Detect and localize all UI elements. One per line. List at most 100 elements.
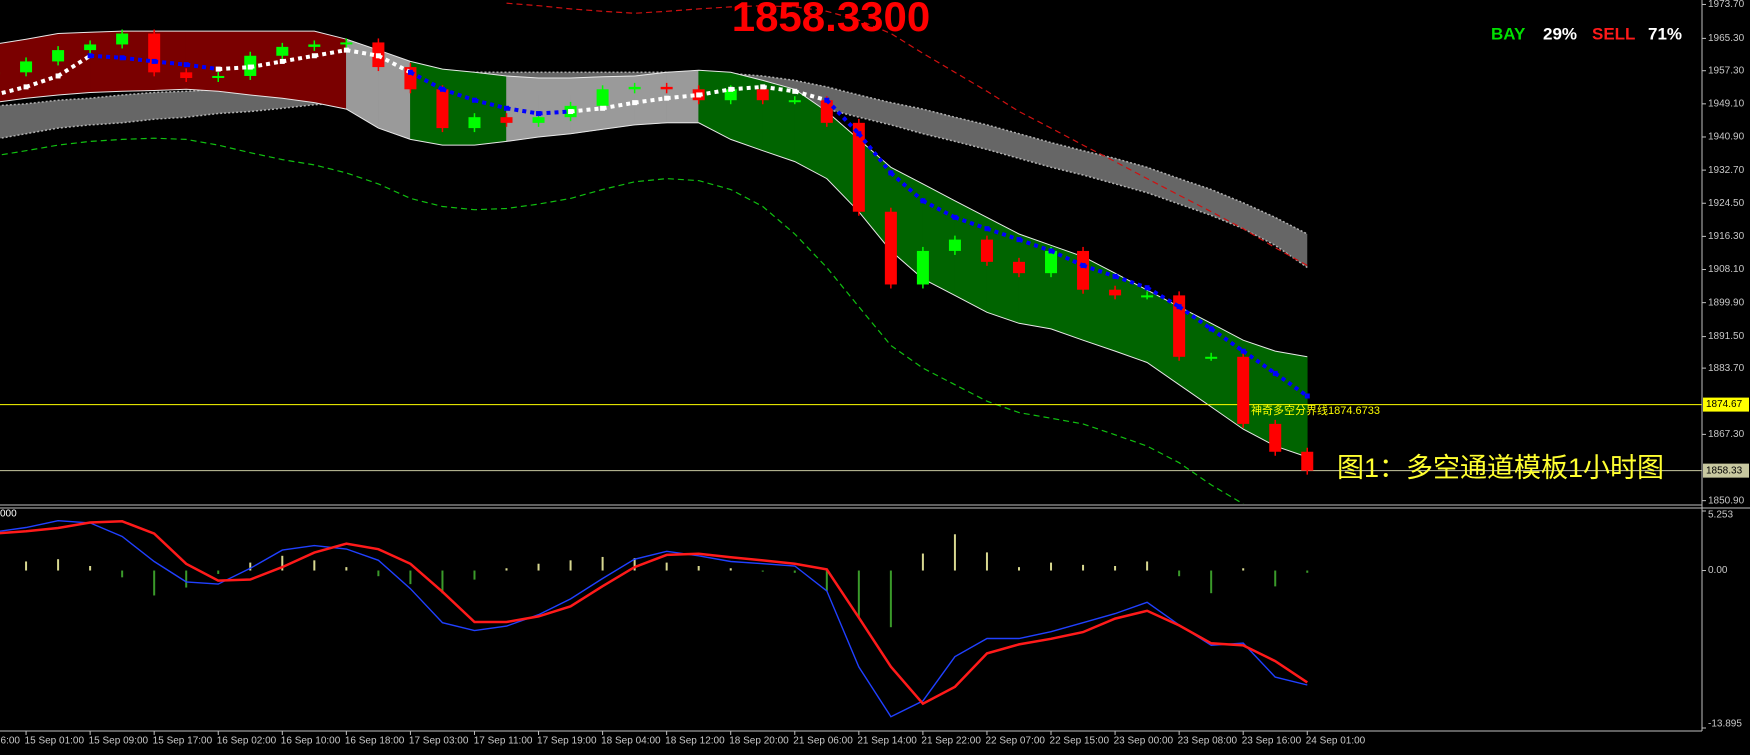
candle bbox=[884, 211, 897, 285]
band-segment bbox=[506, 75, 539, 142]
ma-point bbox=[792, 88, 798, 94]
ma-dots bbox=[666, 92, 699, 101]
dashed-envelope bbox=[506, 2, 1308, 267]
ma-point bbox=[632, 100, 638, 106]
y-tick-label: 1932.70 bbox=[1708, 165, 1745, 176]
y-tick-label: 1867.30 bbox=[1708, 429, 1745, 440]
candle bbox=[436, 89, 449, 129]
price-highlight bbox=[1703, 397, 1749, 412]
band-segment bbox=[474, 71, 507, 146]
ma-dots bbox=[249, 59, 283, 70]
ma-point bbox=[151, 58, 157, 64]
x-tick-label: 21 Sep 22:00 bbox=[921, 736, 981, 747]
ma-dots bbox=[602, 100, 635, 111]
ma-dots bbox=[794, 89, 828, 103]
candle bbox=[308, 44, 321, 47]
ma-point bbox=[1048, 248, 1054, 254]
ma-dots bbox=[441, 87, 476, 103]
candle bbox=[852, 122, 865, 212]
y-tick-label: 1899.90 bbox=[1708, 297, 1745, 308]
ma-point bbox=[1016, 237, 1022, 243]
y-tick-label: 0.00 bbox=[1708, 565, 1728, 576]
candle bbox=[788, 100, 801, 103]
x-tick-label: 18 Sep 04:00 bbox=[601, 736, 661, 747]
candle bbox=[1173, 295, 1186, 357]
ma-dots bbox=[538, 109, 571, 116]
x-tick-label: 21 Sep 14:00 bbox=[857, 736, 917, 747]
ma-dots bbox=[377, 53, 412, 75]
ma-point bbox=[1112, 273, 1118, 279]
ma-dots bbox=[185, 62, 219, 72]
band-segment bbox=[1018, 233, 1052, 330]
x-tick-label: 6:00 bbox=[1, 736, 21, 747]
candle bbox=[916, 250, 929, 285]
ma-dots bbox=[25, 74, 59, 89]
ma-point bbox=[664, 95, 670, 101]
ma-point bbox=[407, 69, 413, 75]
x-tick-label: 15 Sep 17:00 bbox=[153, 736, 213, 747]
ma-dots bbox=[409, 70, 444, 92]
candle bbox=[948, 239, 961, 251]
ma-point bbox=[215, 66, 221, 72]
macd-panel bbox=[0, 519, 1309, 718]
candle bbox=[596, 89, 609, 106]
ma-point bbox=[1144, 285, 1150, 291]
ma-dots bbox=[1018, 237, 1052, 253]
ma-dots bbox=[698, 87, 732, 97]
x-tick-label: 22 Sep 15:00 bbox=[1050, 736, 1110, 747]
sell-label: SELL bbox=[1592, 24, 1635, 43]
ma-point bbox=[279, 58, 285, 64]
ma-point bbox=[1240, 348, 1246, 354]
ma-point bbox=[119, 55, 125, 61]
ma-dots bbox=[1146, 285, 1181, 309]
outer-band-edge bbox=[0, 92, 1308, 269]
candle bbox=[148, 33, 161, 73]
candle bbox=[660, 86, 673, 90]
buy-percent: 29% bbox=[1543, 24, 1577, 43]
ma-point bbox=[696, 92, 702, 98]
ma-dots bbox=[954, 215, 988, 231]
x-tick-label: 16 Sep 10:00 bbox=[281, 736, 341, 747]
x-tick-label: 17 Sep 11:00 bbox=[474, 736, 533, 747]
ma-point bbox=[536, 111, 542, 117]
annotations: 1858.3300 BAY 29% SELL 71% 图1：多空通道模板1小时图… bbox=[0, 0, 1682, 520]
candle bbox=[1045, 250, 1058, 274]
ma-dots bbox=[121, 55, 155, 64]
ma-dots bbox=[1114, 274, 1148, 290]
ma-dots bbox=[1242, 349, 1277, 376]
ma-point bbox=[23, 84, 29, 90]
candle bbox=[20, 61, 33, 73]
ma-point bbox=[504, 105, 510, 111]
x-tick-label: 23 Sep 16:00 bbox=[1242, 736, 1302, 747]
y-tick-label: 1883.70 bbox=[1708, 363, 1745, 374]
candle bbox=[820, 100, 833, 123]
ma-point bbox=[1176, 304, 1182, 310]
macd-label: 000 bbox=[0, 509, 17, 520]
candle bbox=[180, 72, 193, 78]
ma-point bbox=[439, 86, 445, 92]
x-tick-label: 23 Sep 00:00 bbox=[1114, 736, 1174, 747]
ma-dots bbox=[57, 54, 92, 78]
y-tick-label: 1940.90 bbox=[1708, 132, 1745, 143]
candle bbox=[980, 239, 993, 262]
macd-line bbox=[0, 519, 1308, 718]
candle bbox=[1301, 451, 1314, 471]
ma-point bbox=[952, 214, 958, 220]
candle bbox=[1205, 356, 1218, 359]
hline-note: 神奇多空分界线1874.6733 bbox=[1251, 403, 1380, 417]
ma-point bbox=[375, 53, 381, 59]
ma-dots bbox=[153, 59, 187, 67]
ma-dots bbox=[1177, 305, 1213, 331]
candle bbox=[340, 42, 353, 45]
candle bbox=[212, 75, 225, 78]
x-tick-label: 21 Sep 06:00 bbox=[793, 736, 853, 747]
candle bbox=[1077, 250, 1090, 290]
candle bbox=[1012, 261, 1025, 274]
candle bbox=[628, 86, 641, 90]
price-highlight bbox=[1703, 463, 1749, 478]
candle bbox=[116, 33, 129, 45]
ma-point bbox=[183, 62, 189, 68]
ma-dots bbox=[1082, 263, 1116, 279]
